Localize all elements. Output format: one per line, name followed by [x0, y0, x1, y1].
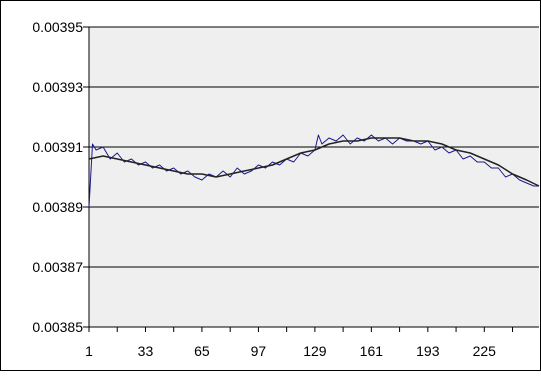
series-layer — [88, 134, 540, 208]
x-tick-label: 1 — [85, 343, 93, 359]
axes — [83, 26, 539, 332]
y-tick-label: 0.00393 — [32, 79, 83, 95]
y-axis-tick-labels: 0.00395 0.00393 0.00391 0.00389 0.00387 0.003… — [32, 19, 83, 335]
x-tick-label: 161 — [360, 343, 384, 359]
y-tick-label: 0.00389 — [32, 199, 83, 215]
x-tick-label: 193 — [416, 343, 440, 359]
y-tick-label: 0.00395 — [32, 19, 83, 35]
series-line-2 — [88, 137, 540, 187]
y-tick-label: 0.00387 — [32, 259, 83, 275]
y-tick-label: 0.00385 — [32, 319, 83, 335]
y-tick-label: 0.00391 — [32, 139, 83, 155]
x-tick-label: 65 — [194, 343, 210, 359]
x-tick-label: 33 — [138, 343, 154, 359]
x-tick-label: 129 — [303, 343, 327, 359]
plot-area — [89, 27, 539, 327]
x-tick-label: 225 — [473, 343, 497, 359]
x-axis-tick-labels: 1 33 65 97 129 161 193 225 — [85, 343, 496, 359]
x-tick-label: 97 — [251, 343, 267, 359]
